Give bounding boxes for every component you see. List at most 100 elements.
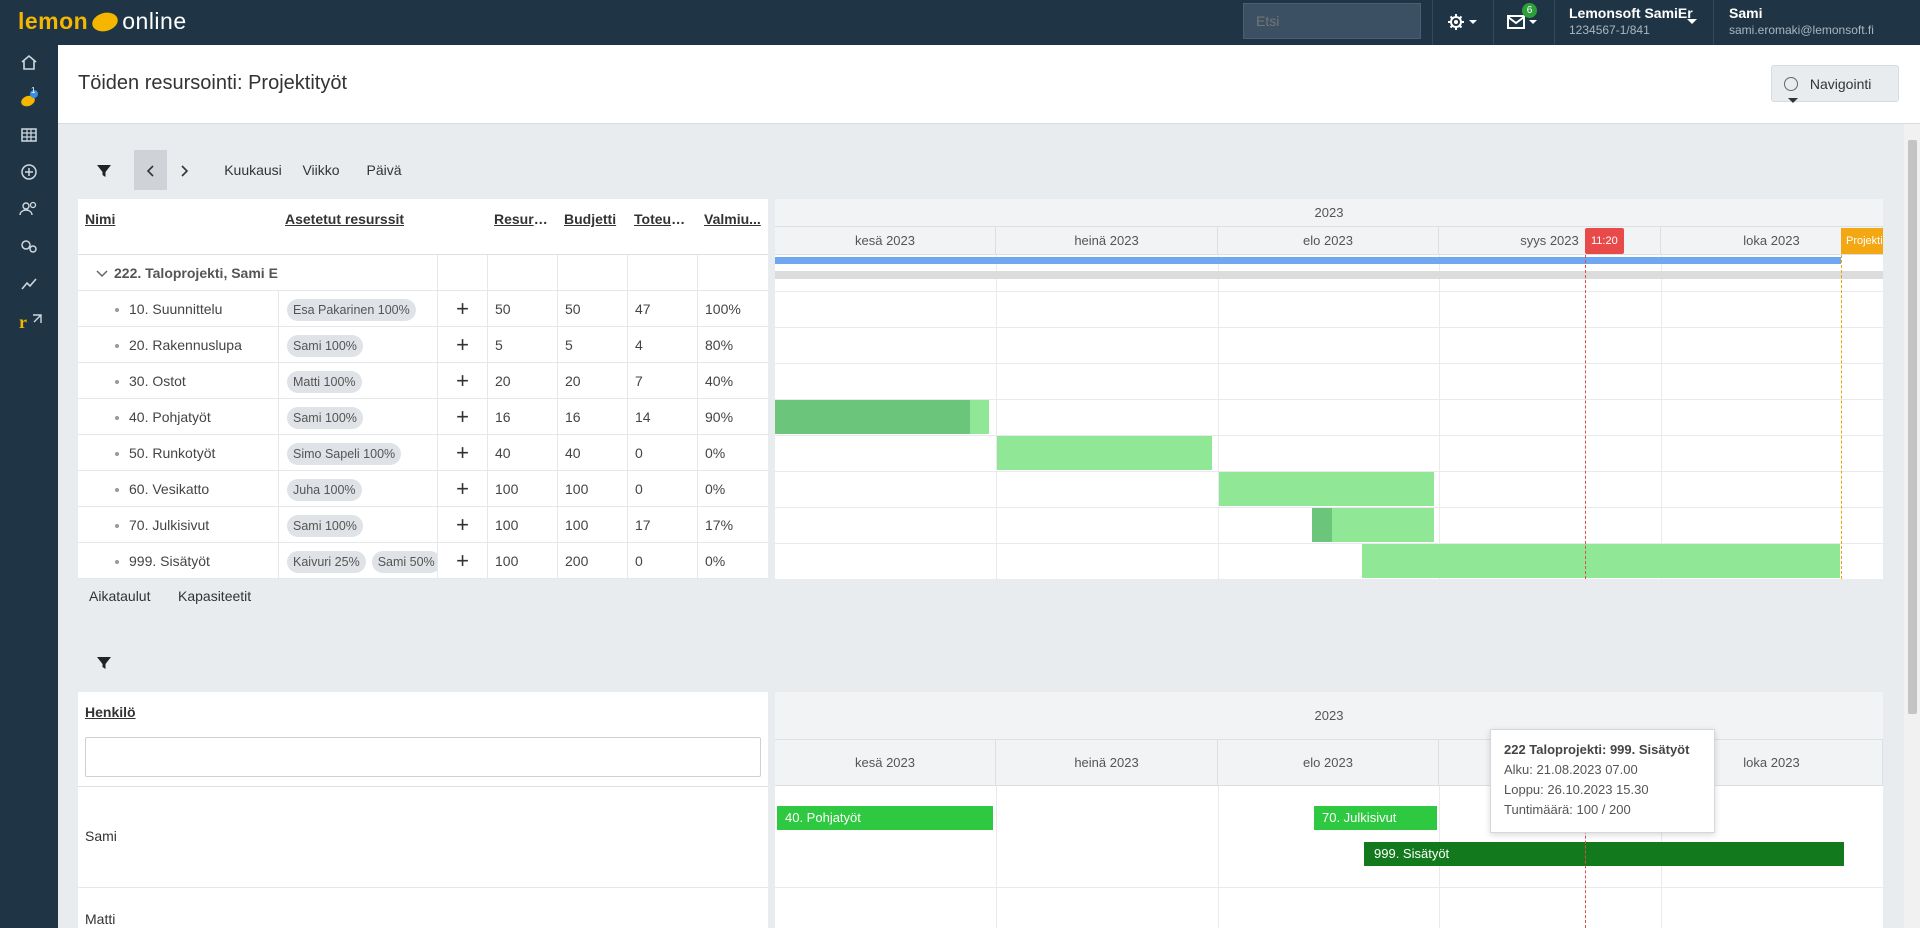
task-bar-runkotyot[interactable] bbox=[997, 436, 1212, 470]
budget-cell: 20 bbox=[557, 363, 627, 399]
chevron-down-icon[interactable] bbox=[1686, 14, 1698, 31]
cell bbox=[437, 255, 487, 291]
tab-schedules[interactable]: Aikataulut bbox=[89, 588, 151, 604]
resource-chip[interactable]: Sami 100% bbox=[287, 335, 363, 358]
previous-button[interactable] bbox=[134, 150, 167, 190]
settings-gear-icon[interactable] bbox=[1447, 12, 1481, 36]
add-resource-button[interactable]: + bbox=[437, 507, 487, 543]
add-resource-button[interactable]: + bbox=[437, 291, 487, 327]
scrollbar-thumb[interactable] bbox=[1908, 140, 1917, 714]
budget-cell: 100 bbox=[557, 507, 627, 543]
next-button[interactable] bbox=[172, 150, 196, 190]
month-header: heinä 2023 bbox=[996, 740, 1218, 786]
task-grid: Nimi Asetetut resurssit Resurs... Budjet… bbox=[78, 199, 768, 579]
resource-chip[interactable]: Kaivuri 25% bbox=[287, 551, 366, 574]
view-day-button[interactable]: Päivä bbox=[366, 162, 402, 178]
add-resource-button[interactable]: + bbox=[437, 363, 487, 399]
cell bbox=[697, 255, 768, 291]
resourced-cell: 100 bbox=[487, 471, 557, 507]
person-bar-julkisivut[interactable]: 70. Julkisivut bbox=[1314, 806, 1437, 830]
task-bar-pohjatyot[interactable] bbox=[775, 400, 989, 434]
mail-icon[interactable] bbox=[1507, 12, 1541, 36]
grid-line bbox=[775, 399, 1883, 400]
task-bar-julkisivut[interactable] bbox=[1312, 508, 1434, 542]
settings-icon[interactable] bbox=[19, 237, 39, 257]
grid-line bbox=[775, 363, 1883, 364]
task-row[interactable]: 70. Julkisivut Sami 100% +100 100 17 17% bbox=[78, 507, 768, 543]
column-header-resourced[interactable]: Resurs... bbox=[487, 199, 557, 255]
grid-line bbox=[775, 507, 1883, 508]
task-bar-vesikatto[interactable] bbox=[1219, 472, 1434, 506]
person-bar-sisatyot[interactable]: 999. Sisätyöt bbox=[1364, 842, 1844, 866]
resource-chip[interactable]: Simo Sapeli 100% bbox=[287, 443, 402, 466]
task-row[interactable]: 40. Pohjatyöt Sami 100% +16 16 14 90% bbox=[78, 399, 768, 435]
column-header-actual[interactable]: Toteuma bbox=[627, 199, 697, 255]
task-row[interactable]: 10. Suunnittelu Esa Pakarinen 100% +50 50 47… bbox=[78, 291, 768, 327]
project-summary-bar[interactable] bbox=[775, 257, 1841, 264]
resources-cell: Sami 100% bbox=[278, 327, 437, 363]
add-resource-button[interactable]: + bbox=[437, 399, 487, 435]
chart-icon[interactable] bbox=[19, 274, 39, 294]
budget-cell: 50 bbox=[557, 291, 627, 327]
resource-chip[interactable]: Sami 100% bbox=[287, 407, 363, 430]
task-row[interactable]: 60. Vesikatto Juha 100% +100 100 0 0% bbox=[78, 471, 768, 507]
filter-icon[interactable] bbox=[96, 150, 112, 190]
view-month-button[interactable]: Kuukausi bbox=[224, 162, 282, 178]
add-resource-button[interactable]: + bbox=[437, 543, 487, 579]
resourced-cell: 100 bbox=[487, 543, 557, 579]
page-header: Töiden resursointi: Projektityöt Navigoi… bbox=[58, 45, 1920, 124]
budget-cell: 200 bbox=[557, 543, 627, 579]
user-menu[interactable]: Sami sami.eromaki@lemonsoft.fi bbox=[1729, 5, 1874, 37]
company-selector[interactable]: Lemonsoft SamiEr 1234567-1/841 bbox=[1569, 5, 1693, 37]
navigation-button[interactable]: Navigointi bbox=[1771, 65, 1899, 103]
grid-line bbox=[775, 291, 1883, 292]
task-name: 10. Suunnittelu bbox=[129, 301, 223, 317]
column-header-name[interactable]: Nimi bbox=[78, 199, 278, 255]
cell bbox=[627, 255, 697, 291]
resource-chip[interactable]: Matti 100% bbox=[287, 371, 362, 394]
resource-chip[interactable]: Juha 100% bbox=[287, 479, 362, 502]
column-header-resources[interactable]: Asetetut resurssit bbox=[278, 199, 478, 255]
task-name: 70. Julkisivut bbox=[129, 517, 210, 533]
users-icon[interactable] bbox=[19, 200, 39, 220]
lemon-online-logo[interactable]: lemon online bbox=[18, 8, 187, 35]
column-header-ready[interactable]: Valmiu... bbox=[697, 199, 768, 255]
lemon-icon[interactable] bbox=[19, 89, 39, 109]
tab-capacities[interactable]: Kapasiteetit bbox=[178, 588, 252, 604]
resource-chip[interactable]: Sami 50% bbox=[371, 551, 437, 574]
resource-chip[interactable]: Esa Pakarinen 100% bbox=[287, 299, 416, 322]
view-week-button[interactable]: Viikko bbox=[302, 162, 340, 178]
add-resource-button[interactable]: + bbox=[437, 435, 487, 471]
resourced-cell: 5 bbox=[487, 327, 557, 363]
person-filter-input[interactable] bbox=[85, 737, 761, 777]
task-row[interactable]: 30. Ostot Matti 100% +20 20 7 40% bbox=[78, 363, 768, 399]
page-scrollbar[interactable] bbox=[1904, 124, 1920, 928]
task-bar-sisatyot[interactable] bbox=[1362, 544, 1840, 578]
filter-icon[interactable] bbox=[97, 656, 111, 673]
logo-text-lemon: lemon bbox=[18, 8, 89, 34]
bullet-icon bbox=[115, 380, 119, 385]
add-resource-button[interactable]: + bbox=[437, 471, 487, 507]
column-header-budget[interactable]: Budjetti bbox=[557, 199, 627, 255]
project-end-line bbox=[1841, 255, 1842, 579]
home-icon[interactable] bbox=[19, 53, 39, 73]
task-row[interactable]: 50. Runkotyöt Simo Sapeli 100% +40 40 0 0% bbox=[78, 435, 768, 471]
grid-icon[interactable] bbox=[19, 126, 39, 146]
gantt-year-header: 2023 bbox=[775, 692, 1883, 740]
company-id: 1234567-1/841 bbox=[1569, 23, 1650, 37]
resource-chip[interactable]: Sami 100% bbox=[287, 515, 363, 538]
search-input[interactable] bbox=[1243, 3, 1421, 39]
person-grid: Henkilö Sami Matti bbox=[78, 692, 768, 928]
column-header-person[interactable]: Henkilö bbox=[85, 704, 136, 720]
user-email: sami.eromaki@lemonsoft.fi bbox=[1729, 23, 1874, 37]
external-link-icon[interactable]: r bbox=[19, 311, 42, 332]
add-resource-button[interactable]: + bbox=[437, 327, 487, 363]
person-bar-pohjatyot[interactable]: 40. Pohjatyöt bbox=[777, 806, 993, 830]
plus-circle-icon[interactable] bbox=[19, 163, 39, 183]
task-row[interactable]: 20. Rakennuslupa Sami 100% +5 5 4 80% bbox=[78, 327, 768, 363]
chevron-down-icon[interactable] bbox=[96, 255, 108, 291]
task-row[interactable]: 999. Sisätyöt Kaivuri 25% Sami 50% +100 200 0… bbox=[78, 543, 768, 579]
project-row[interactable]: 222. Taloprojekti, Sami Er bbox=[78, 255, 768, 291]
task-name-cell: 20. Rakennuslupa bbox=[78, 327, 278, 363]
resourced-cell: 40 bbox=[487, 435, 557, 471]
